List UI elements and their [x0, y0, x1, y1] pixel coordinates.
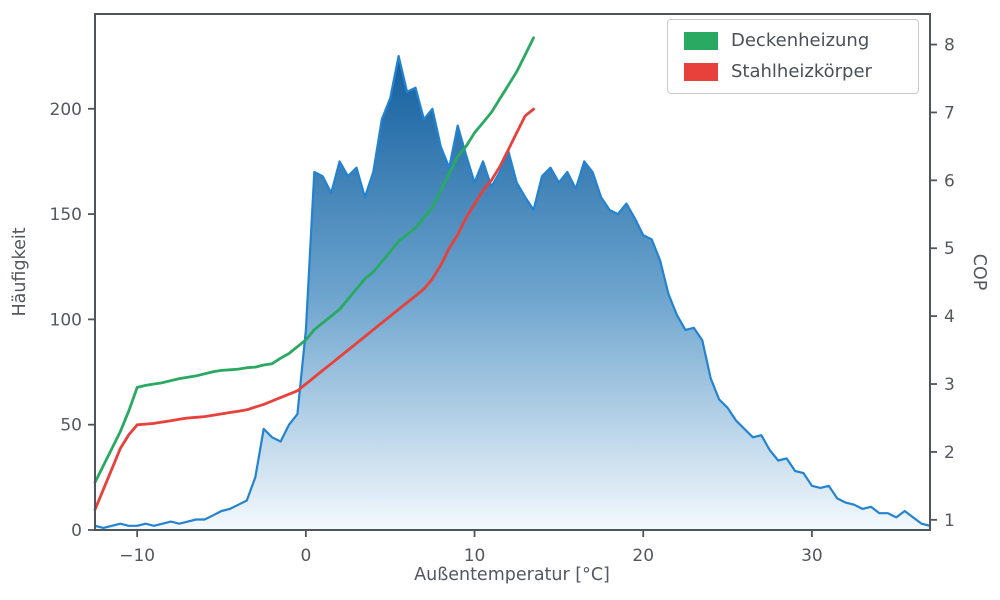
- y-left-tick-label: 150: [50, 205, 82, 225]
- deckenheizung-line: [93, 36, 535, 484]
- histogram-outline: [93, 55, 932, 529]
- legend: Deckenheizung Stahlheizkörper: [667, 19, 919, 94]
- y-right-tick-label: 6: [944, 171, 955, 191]
- y-right-tick-label: 5: [944, 239, 955, 259]
- stahlheizkoerper-line: [93, 107, 535, 511]
- plot-frame: [94, 13, 931, 531]
- legend-item-deckenheizung: Deckenheizung: [684, 32, 902, 50]
- x-tick-label: 10: [464, 546, 486, 566]
- y-right-tick-label: 8: [944, 36, 955, 56]
- y-left-tick-label: 0: [71, 521, 82, 541]
- y-right-tick-label: 1: [944, 511, 955, 531]
- legend-item-stahlheizkoerper: Stahlheizkörper: [684, 63, 902, 81]
- x-tick-label: 30: [801, 546, 823, 566]
- y-right-tick-label: 2: [944, 443, 955, 463]
- y-left-tick-label: 100: [50, 310, 82, 330]
- legend-label-stahlheizkoerper: Stahlheizkörper: [731, 61, 872, 82]
- x-axis-label: Außentemperatur [°C]: [414, 565, 610, 585]
- y-right-tick-label: 3: [944, 375, 955, 395]
- x-tick-label: 20: [632, 546, 654, 566]
- y-right-tick-label: 7: [944, 103, 955, 123]
- x-tick-label: 0: [300, 546, 311, 566]
- y-axis-label-right: COP: [969, 254, 989, 291]
- legend-label-deckenheizung: Deckenheizung: [731, 30, 870, 51]
- y-left-tick-label: 50: [60, 416, 82, 436]
- x-tick-label: −10: [119, 546, 155, 566]
- y-axis-label-left: Häufigkeit: [10, 227, 30, 316]
- legend-swatch-deckenheizung: [684, 32, 718, 50]
- legend-swatch-stahlheizkoerper: [684, 63, 718, 81]
- y-right-tick-label: 4: [944, 307, 955, 327]
- histogram-area: [95, 56, 930, 530]
- y-left-tick-label: 200: [50, 100, 82, 120]
